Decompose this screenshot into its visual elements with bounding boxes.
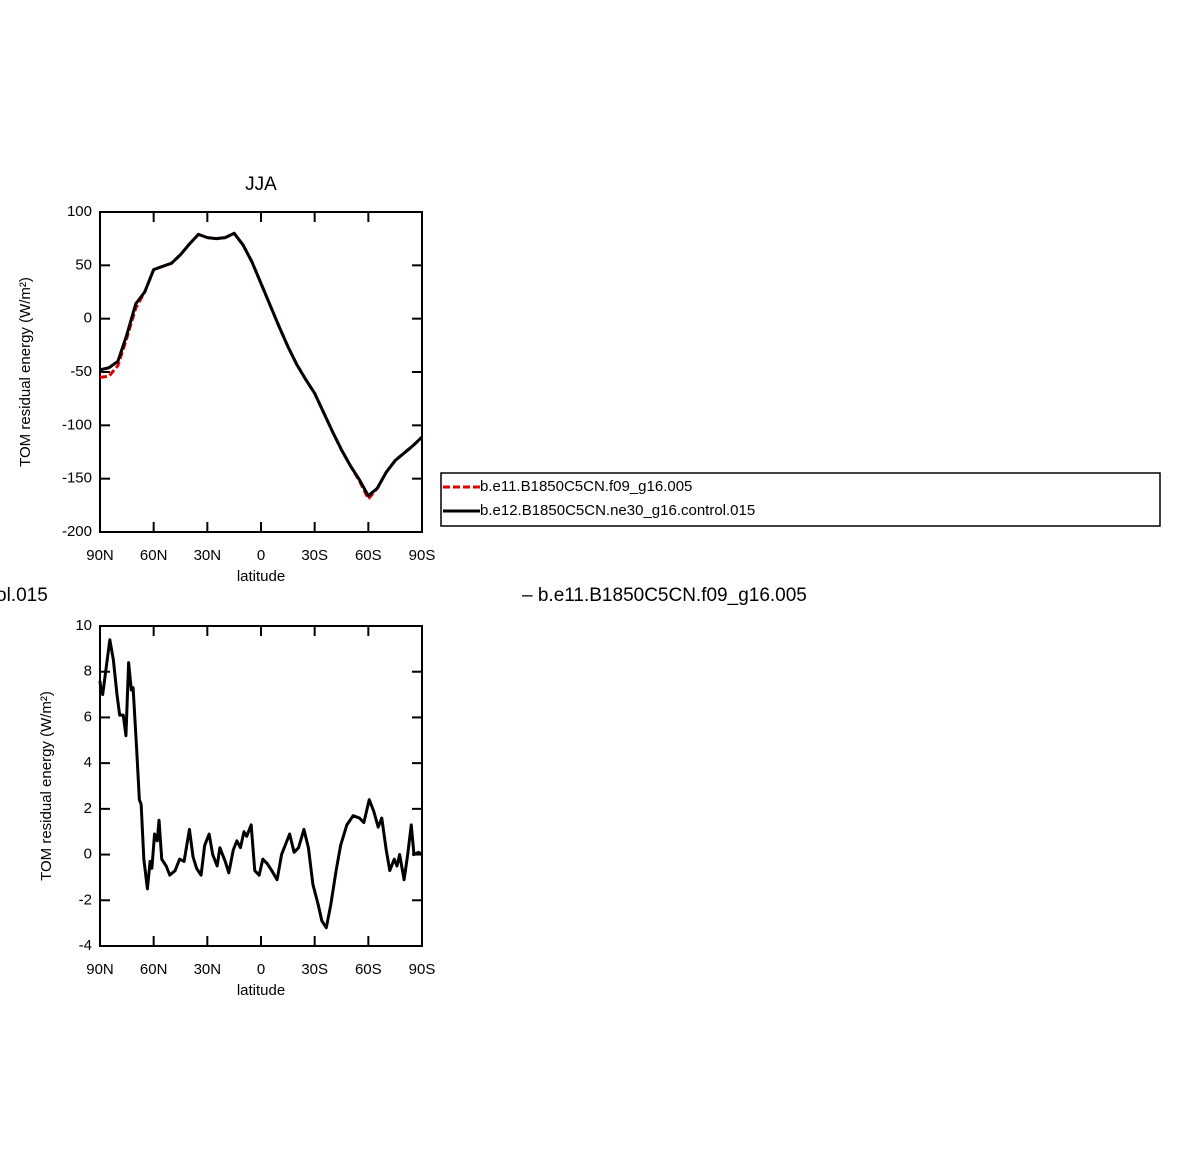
x-tick-label: 90N [86, 547, 114, 564]
plot-frame [99, 625, 423, 947]
y-tick-label: 0 [84, 846, 92, 863]
x-tick-label: 0 [257, 547, 265, 564]
y-tick-label: 10 [75, 617, 92, 634]
x-axis-label: latitude [237, 568, 285, 585]
y-tick-label: 50 [75, 256, 92, 273]
y-tick-label: 100 [67, 203, 92, 220]
x-tick-label: 0 [257, 961, 265, 978]
x-tick-label: 60S [355, 961, 382, 978]
x-tick-label: 60N [140, 961, 168, 978]
x-tick-label: 60N [140, 547, 168, 564]
x-tick-label: 30N [194, 547, 222, 564]
x-tick-label: 90S [409, 547, 436, 564]
x-tick-label: 30N [194, 961, 222, 978]
y-tick-label: -50 [70, 363, 92, 380]
x-tick-label: 60S [355, 547, 382, 564]
plot-frame [99, 211, 423, 533]
x-tick-label: 30S [301, 961, 328, 978]
y-tick-label: 6 [84, 708, 92, 725]
series-line [99, 231, 424, 498]
y-axis-label: TOM residual energy (W/m²) [38, 691, 55, 881]
subtitle-fragment: ol.015 [0, 585, 48, 606]
y-tick-label: 2 [84, 800, 92, 817]
x-tick-label: 30S [301, 547, 328, 564]
subtitle-fragment: – b.e11.B1850C5CN.f09_g16.005 [522, 585, 807, 606]
y-tick-label: -200 [62, 523, 92, 540]
x-axis-label: latitude [237, 982, 285, 999]
legend-label: b.e12.B1850C5CN.ne30_g16.control.015 [480, 502, 755, 519]
chart-title: JJA [245, 174, 277, 195]
y-tick-label: 4 [84, 754, 92, 771]
x-tick-label: 90S [409, 961, 436, 978]
series-line [99, 231, 424, 501]
legend-label: b.e11.B1850C5CN.f09_g16.005 [480, 478, 692, 495]
y-axis-label: TOM residual energy (W/m²) [17, 277, 34, 467]
y-tick-label: -2 [79, 891, 92, 908]
y-tick-label: -150 [62, 470, 92, 487]
y-tick-label: -100 [62, 416, 92, 433]
y-tick-label: 8 [84, 663, 92, 680]
series-line [98, 638, 423, 930]
legend-frame [440, 472, 1161, 527]
y-tick-label: -4 [79, 937, 92, 954]
y-tick-label: 0 [84, 310, 92, 327]
x-tick-label: 90N [86, 961, 114, 978]
